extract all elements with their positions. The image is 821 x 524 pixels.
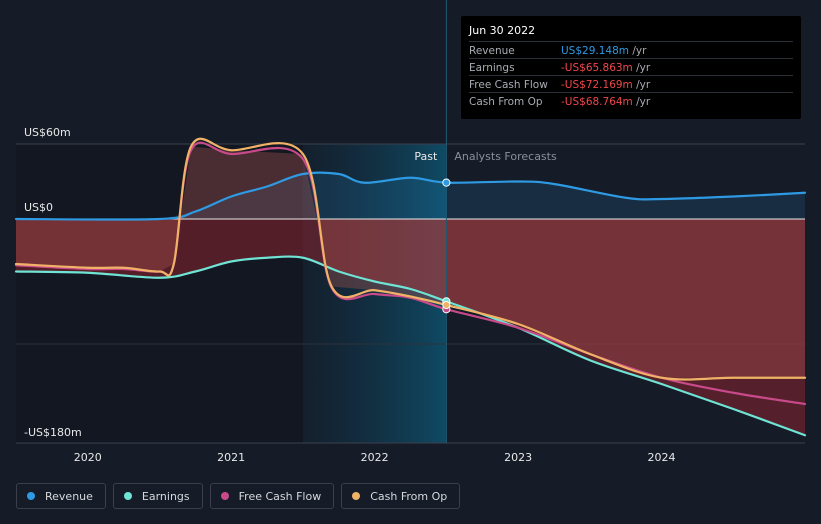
tooltip-label: Revenue bbox=[469, 45, 515, 57]
tooltip-label: Cash From Op bbox=[469, 96, 543, 108]
tooltip-value: -US$68.764m bbox=[561, 96, 633, 108]
x-tick-label: 2022 bbox=[361, 451, 389, 464]
revenue-dot-icon bbox=[27, 492, 35, 500]
revenue-area bbox=[16, 174, 805, 219]
x-tick-label: 2021 bbox=[217, 451, 245, 464]
earnings-line bbox=[14, 255, 807, 437]
legend-label: Revenue bbox=[45, 489, 93, 503]
past-label: Past bbox=[414, 150, 438, 163]
past-shade bbox=[16, 144, 303, 443]
tooltip-label: Free Cash Flow bbox=[469, 79, 548, 91]
tooltip-unit: /yr bbox=[636, 79, 651, 91]
tooltip-panel: Jun 30 2022 Revenue US$29.148m /yr Earni… bbox=[461, 16, 801, 119]
revenue-line bbox=[14, 171, 807, 221]
revenue-marker bbox=[442, 178, 451, 187]
x-tick-label: 2024 bbox=[648, 451, 676, 464]
free-cash-flow-dot-icon bbox=[220, 492, 229, 500]
legend-item-free-cash-flow[interactable]: Free Cash Flow bbox=[209, 483, 335, 509]
cash-from-op-dot-icon bbox=[352, 492, 361, 500]
earnings-dot-icon bbox=[123, 492, 132, 500]
legend-label: Free Cash Flow bbox=[238, 489, 322, 503]
y-label-top: US$60m bbox=[24, 126, 71, 139]
legend-item-earnings[interactable]: Earnings bbox=[112, 483, 203, 509]
legend-item-revenue[interactable]: Revenue bbox=[16, 483, 106, 509]
forecast-label: Analysts Forecasts bbox=[454, 150, 557, 163]
legend-label: Earnings bbox=[141, 489, 190, 503]
tooltip-unit: /yr bbox=[636, 96, 651, 108]
x-tick-label: 2023 bbox=[504, 451, 532, 464]
tooltip-row-revenue: Revenue US$29.148m /yr bbox=[469, 41, 793, 59]
earnings-area bbox=[16, 219, 805, 436]
legend: Revenue Earnings Free Cash Flow Cash Fro… bbox=[16, 483, 461, 511]
y-label-zero: US$0 bbox=[24, 201, 53, 214]
tooltip-row-earnings: Earnings -US$65.863m /yr bbox=[469, 58, 793, 76]
legend-label: Cash From Op bbox=[370, 489, 448, 503]
tooltip-unit: /yr bbox=[636, 62, 651, 74]
tooltip-value: US$29.148m bbox=[561, 45, 629, 57]
tooltip-date: Jun 30 2022 bbox=[469, 24, 536, 37]
tooltip-row-cash-from-op: Cash From Op -US$68.764m /yr bbox=[469, 92, 793, 110]
tooltip-unit: /yr bbox=[632, 45, 647, 57]
cash-from-op-line bbox=[14, 137, 807, 381]
tooltip-row-free-cash-flow: Free Cash Flow -US$72.169m /yr bbox=[469, 75, 793, 93]
tooltip-value: -US$65.863m bbox=[561, 62, 633, 74]
legend-item-cash-from-op[interactable]: Cash From Op bbox=[341, 483, 461, 509]
tooltip-label: Earnings bbox=[469, 62, 515, 74]
tooltip-value: -US$72.169m bbox=[561, 79, 633, 91]
x-tick-label: 2020 bbox=[74, 451, 102, 464]
y-label-bottom: -US$180m bbox=[24, 426, 82, 439]
cash-from-op-marker bbox=[442, 300, 451, 310]
